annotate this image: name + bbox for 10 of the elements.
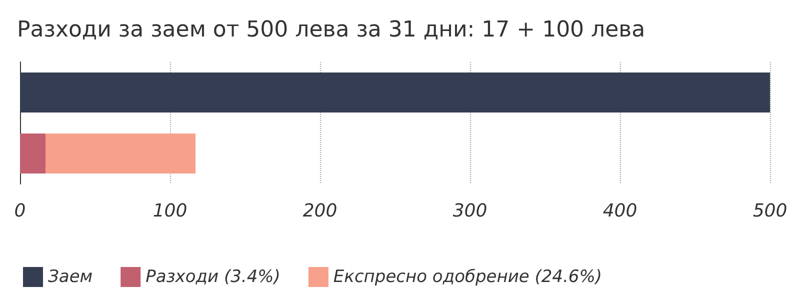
x-tick-label: 200	[302, 200, 338, 222]
legend-label: Заем	[48, 267, 93, 287]
chart-title: Разходи за заем от 500 лева за 31 дни: 17 + 100 лева	[17, 18, 646, 42]
x-tick-label: 300	[452, 200, 488, 222]
legend-label: Експресно одобрение (24.6%)	[333, 267, 602, 287]
x-tick-label: 400	[602, 200, 638, 222]
x-tick-label: 100	[152, 200, 188, 222]
x-tick-label: 0	[14, 200, 26, 222]
legend-label: Разходи (3.4%)	[146, 267, 280, 287]
x-tick-label: 500	[752, 200, 788, 222]
